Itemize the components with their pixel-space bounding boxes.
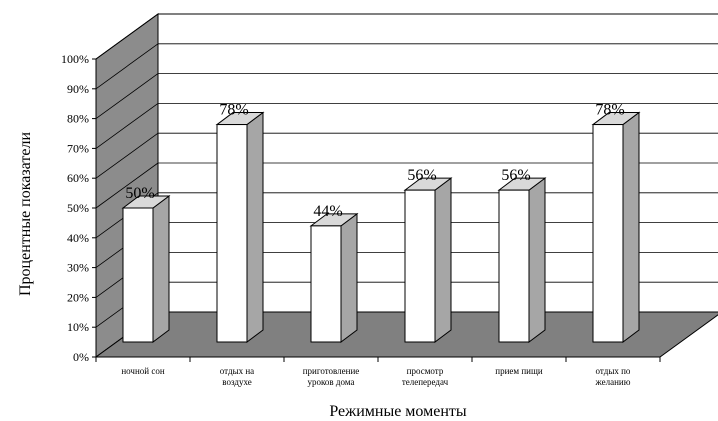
x-axis-title: Режимные моменты: [329, 403, 467, 420]
bar-side: [434, 177, 452, 343]
bar-side: [622, 111, 640, 343]
x-tick-label-line: желанию: [595, 377, 631, 387]
bars: [121, 111, 641, 343]
x-tick-label-line: отдых по: [596, 366, 631, 376]
y-tick-label: 70%: [67, 141, 89, 155]
y-tick-label: 60%: [67, 171, 89, 185]
y-tick-label: 10%: [67, 320, 89, 334]
x-tick-label-line: просмотр: [407, 366, 444, 376]
bar-side: [528, 177, 546, 343]
x-tick-label-line: прием пищи: [495, 366, 543, 376]
gridline-side: [95, 103, 159, 149]
data-label: 56%: [407, 167, 436, 184]
x-tick-label: отдых на воздухе: [220, 366, 254, 387]
bar-side: [340, 212, 358, 343]
y-tick-label: 50%: [67, 201, 89, 215]
x-tick-label-line: телепередач: [402, 377, 449, 387]
bar: [592, 124, 624, 343]
y-tick-label: 90%: [67, 82, 89, 96]
x-tick-label: просмотр телепередач: [402, 366, 449, 387]
x-tick-label-line: воздухе: [222, 377, 251, 387]
data-label: 50%: [125, 185, 154, 202]
bar: [122, 207, 154, 343]
y-tick-label: 100%: [61, 52, 89, 66]
bar-side: [152, 195, 170, 343]
x-tick-label: прием пищи: [495, 366, 543, 376]
data-label: 78%: [595, 102, 624, 119]
data-label: 56%: [501, 167, 530, 184]
y-tick-label: 20%: [67, 290, 89, 304]
y-axis-ticks: 0% 10% 20% 30% 40% 50% 60% 70% 80% 90% 100%: [61, 52, 96, 364]
x-tick-label-line: уроков дома: [308, 377, 355, 387]
data-label: 44%: [313, 203, 342, 220]
bar: [498, 189, 530, 343]
bar: [310, 225, 342, 343]
x-tick-label: ночной сон: [121, 366, 164, 376]
bar: [216, 124, 248, 343]
bar-side: [246, 111, 264, 343]
gridline-side: [95, 43, 159, 90]
x-tick-label-line: ночной сон: [121, 366, 164, 376]
x-axis-ticks: ночной сон отдых на воздухе приготовление ур…: [95, 357, 661, 387]
y-tick-label: 30%: [67, 261, 89, 275]
gridline-side: [95, 162, 159, 209]
gridline-side: [95, 132, 159, 179]
data-label: 78%: [219, 102, 248, 119]
y-tick-label: 0%: [73, 350, 89, 364]
gridline-side: [95, 13, 159, 60]
x-tick-label: отдых по желанию: [595, 366, 631, 387]
x-tick-label: приготовление уроков дома: [303, 366, 360, 387]
y-tick-label: 80%: [67, 112, 89, 126]
y-axis-title: Процентные показатели: [17, 132, 34, 296]
x-tick-label-line: приготовление: [303, 366, 360, 376]
x-tick-label-line: отдых на: [220, 366, 254, 376]
bar: [404, 189, 436, 343]
gridline-side: [95, 73, 159, 119]
y-tick-label: 40%: [67, 231, 89, 245]
data-labels: 50% 78% 44% 56% 56% 78%: [125, 102, 624, 220]
